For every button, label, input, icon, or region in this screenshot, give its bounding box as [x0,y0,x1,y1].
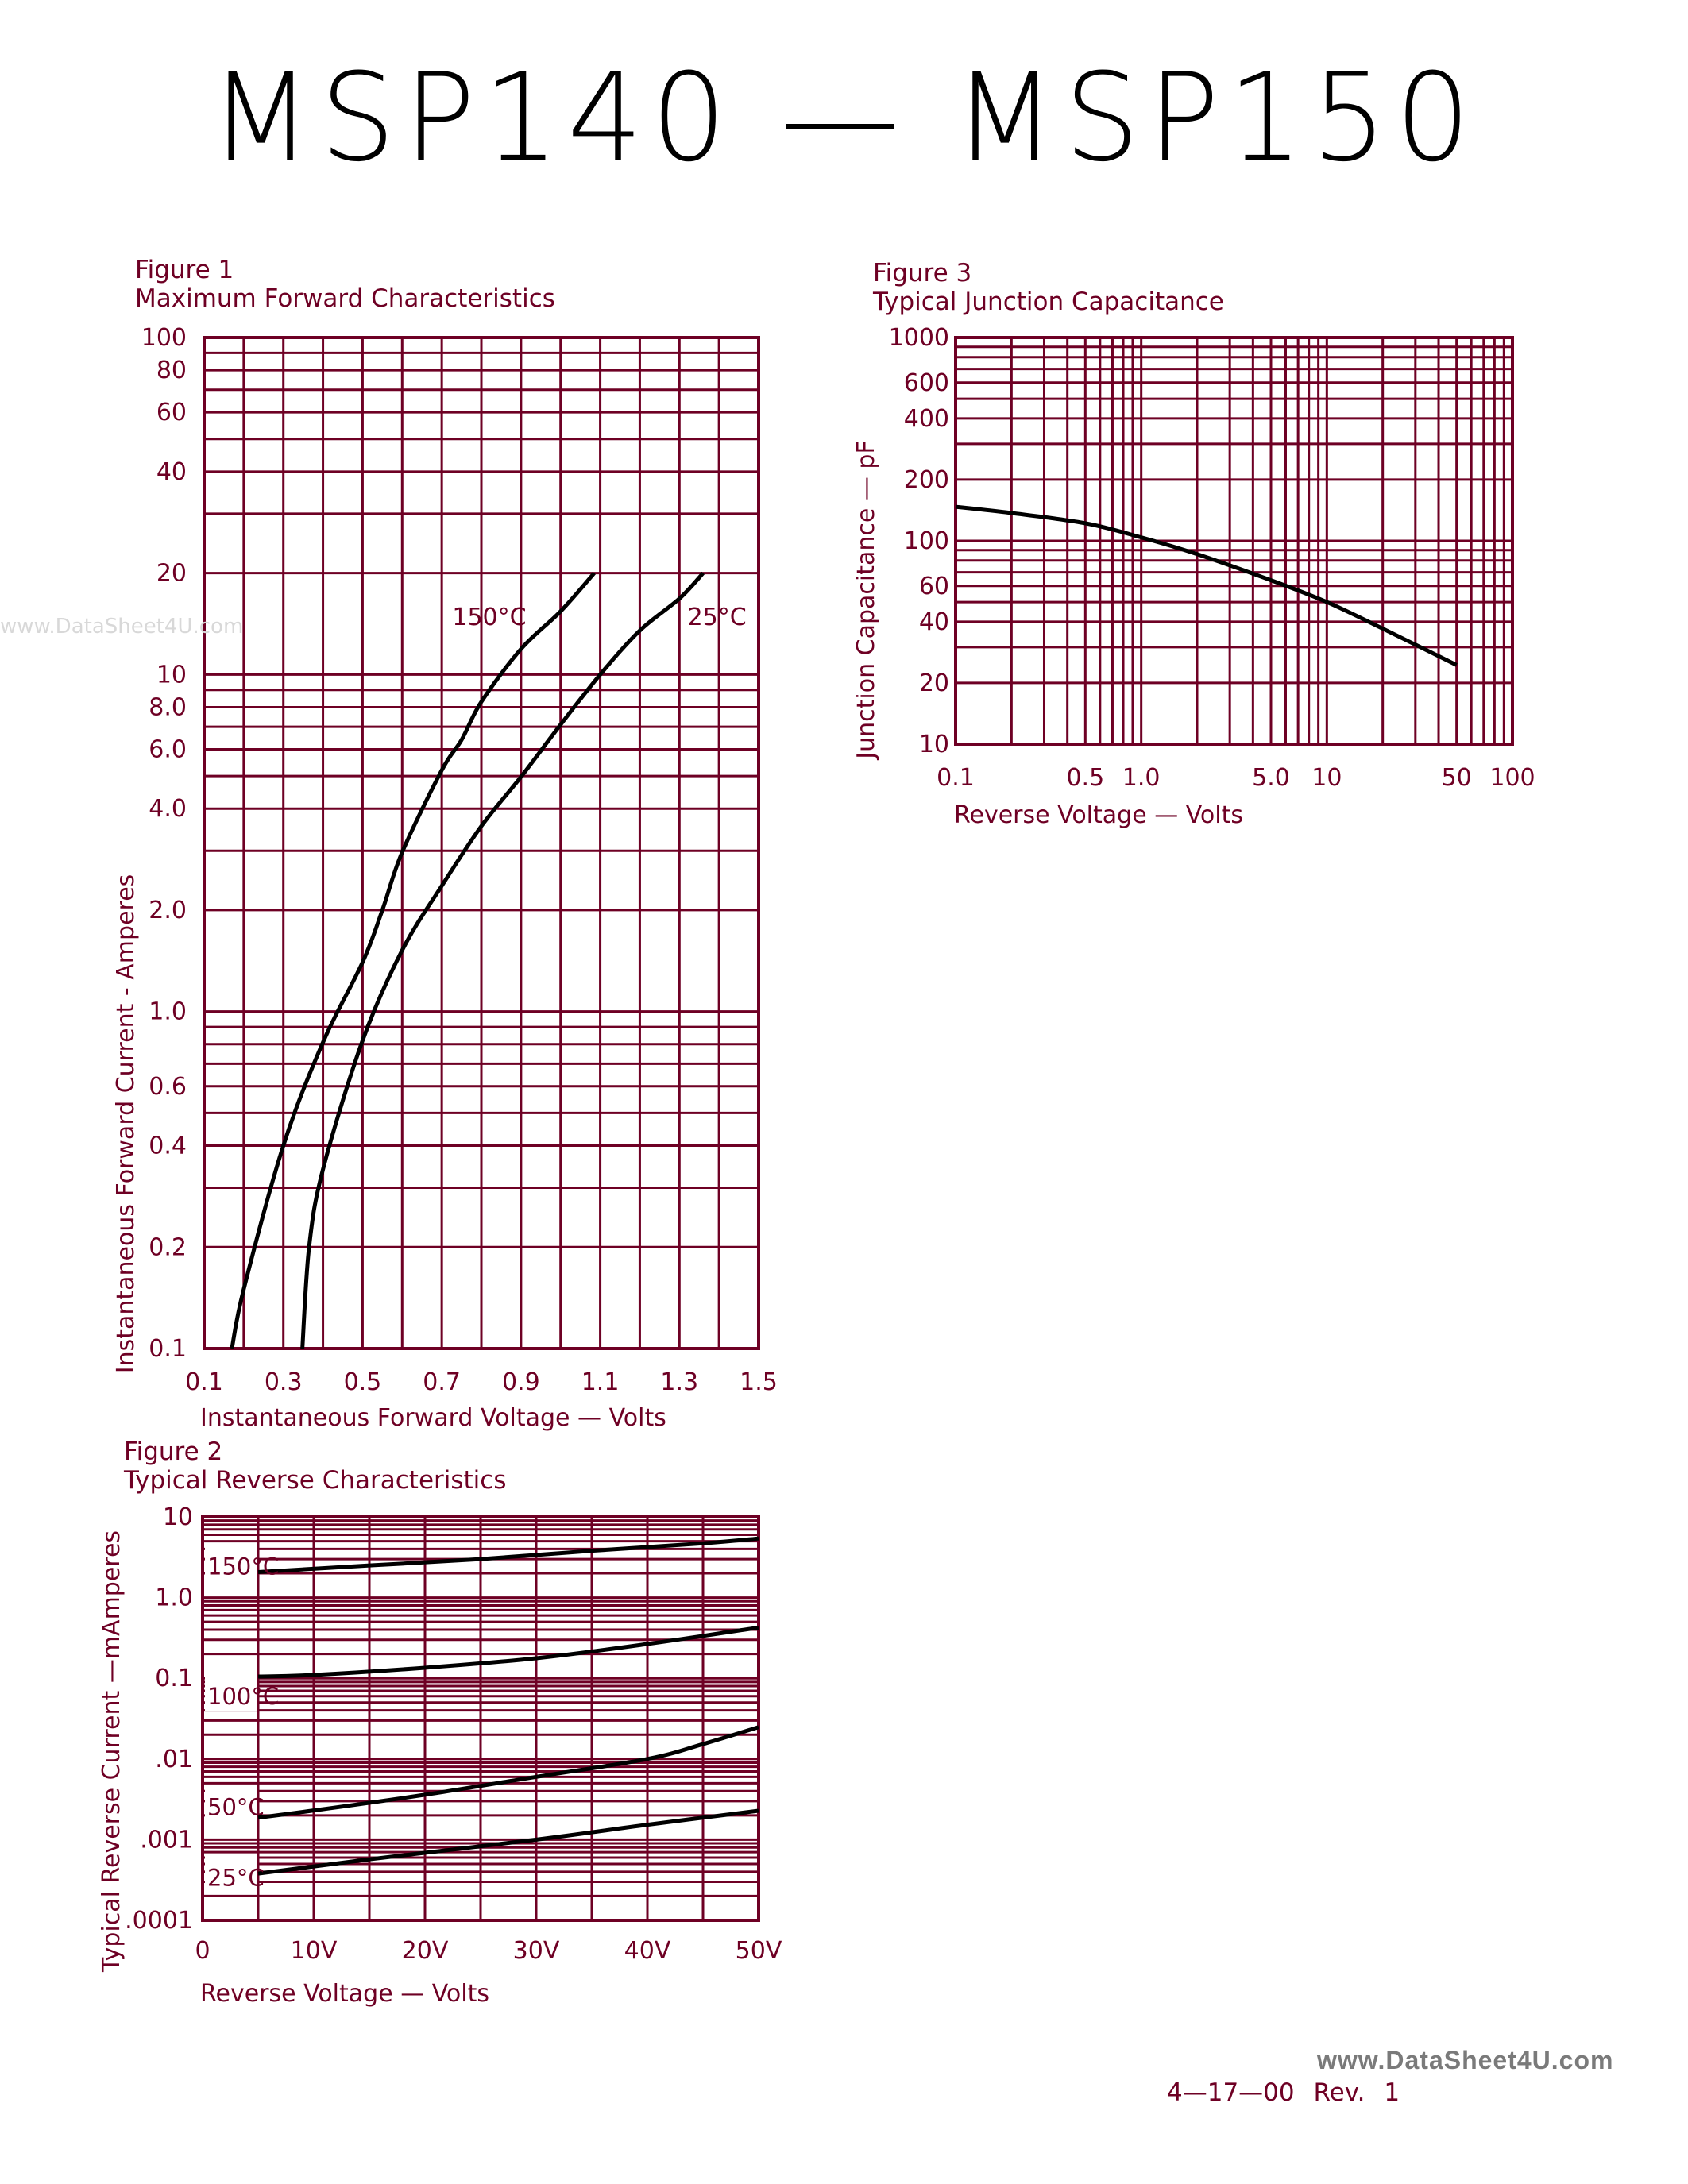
x-axis-label: Reverse Voltage — Volts [954,801,1243,829]
y-tick-label: 1000 [889,324,949,352]
figure-3-chart: 0.1 0.5 1.0 5.0 10 50 100 1000 600 400 200 100 60 40 2… [852,324,1535,829]
figure-1-label: Figure 1 [135,256,234,284]
y-tick-label: 0.2 [149,1233,187,1261]
figure-2-label: Figure 2 [124,1437,223,1466]
x-tick-label: 50 [1442,764,1472,792]
figure-2-chart: 0 10V 20V 30V 40V 50V 10 1.0 0.1 .01 .001 .0001 Reve… [98,1503,782,2008]
y-tick-label: 200 [904,466,949,494]
y-tick-label: 20 [156,560,187,588]
x-tick-label: 1.0 [1122,764,1161,792]
footer-date: 4—17—00 [1167,2078,1295,2107]
x-tick-label: 0.9 [502,1368,540,1396]
series-curve-25c [300,571,705,1349]
y-tick-label: 400 [904,405,949,433]
y-tick-label: 1.0 [155,1584,193,1612]
y-tick-label: 60 [919,573,949,600]
figure-2-heading: Figure 2 Typical Reverse Characteristics [124,1437,506,1495]
x-tick-label: 50V [736,1937,782,1965]
series-label-box [205,1785,257,1823]
footer-revision: 4—17—00 Rev. 1 [1167,2078,1400,2107]
series-label: 25°C [207,1864,265,1891]
y-tick-label: 10 [156,661,187,689]
y-axis-label: Instantaneous Forward Current - Amperes [112,874,140,1374]
y-tick-label: 2.0 [149,897,187,924]
y-tick-label: 10 [919,731,949,758]
y-tick-label: 1.0 [149,998,187,1026]
y-tick-label: 100 [141,324,187,352]
y-tick-label: 6.0 [149,735,187,763]
series-curve-150c [257,1536,759,1574]
figure-3-label: Figure 3 [873,259,972,287]
watermark-footer: www.DataSheet4U.com [1317,2046,1614,2074]
y-tick-label: .0001 [125,1907,193,1935]
figure-1-heading: Figure 1 Maximum Forward Characteristics [135,256,555,313]
y-tick-label: .01 [155,1746,193,1773]
series-label-box [205,1674,257,1711]
series-label: 50°C [207,1794,265,1821]
y-tick-label: 40 [919,608,949,636]
x-tick-label: 5.0 [1252,764,1290,792]
x-tick-label: 0.7 [423,1368,461,1396]
figure-3-heading: Figure 3 Typical Junction Capacitance [873,259,1224,316]
x-tick-label: 0.3 [265,1368,303,1396]
series-label: 25°C [688,604,747,631]
x-tick-label: 10V [291,1937,338,1965]
x-tick-label: 0 [195,1937,210,1965]
series-label-box [205,1545,257,1582]
figure-2-title: Typical Reverse Characteristics [124,1466,507,1495]
y-tick-label: 60 [156,399,187,426]
y-tick-label: 600 [904,369,949,397]
x-tick-label: 0.5 [1066,764,1104,792]
figure-1-title: Maximum Forward Characteristics [135,284,555,313]
y-tick-label: 10 [163,1503,193,1531]
x-tick-label: 0.1 [937,764,975,792]
y-tick-label: 20 [919,669,949,697]
series-label: 150°C [207,1553,279,1580]
series-curve-150c [230,571,596,1349]
y-tick-label: 0.6 [149,1073,187,1101]
series-curve [955,504,1458,667]
y-tick-label: .001 [140,1826,193,1854]
x-tick-label: 0.5 [344,1368,382,1396]
y-tick-label: 100 [904,527,949,555]
y-tick-label: 40 [156,458,187,486]
x-axis-label: Instantaneous Forward Voltage — Volts [200,1404,666,1432]
figure-1-chart: 0.1 0.3 0.5 0.7 0.9 1.1 1.3 1.5 100 80 60 40 20 10 8.0… [112,324,778,1432]
plot-frame [954,336,1514,746]
footer-rev: Rev. 1 [1313,2078,1400,2107]
series-label: 100°C [207,1683,279,1710]
series-curve-100c [257,1625,759,1679]
x-axis-label: Reverse Voltage — Volts [200,1980,489,2008]
series-curve-50c [257,1725,759,1820]
y-axis-label: Junction Capacitance — pF [852,440,880,760]
x-tick-label: 1.1 [581,1368,620,1396]
series-label-box [205,1856,257,1893]
plot-frame [201,1515,760,1922]
page-title: MSP140 — MSP150 [209,48,1479,189]
series-label: 150°C [452,604,526,631]
plot-frame [203,336,760,1350]
y-tick-label: 0.1 [149,1335,187,1363]
y-tick-label: 0.1 [155,1665,193,1692]
figure-3-title: Typical Junction Capacitance [873,287,1224,316]
series-curve-25c [257,1808,759,1876]
y-axis-label: Typical Reverse Current —mAmperes [98,1530,126,1973]
x-tick-label: 30V [513,1937,560,1965]
x-tick-label: 0.1 [185,1368,223,1396]
x-tick-label: 10 [1311,764,1342,792]
y-tick-label: 4.0 [149,795,187,823]
y-tick-label: 8.0 [149,693,187,721]
x-tick-label: 1.3 [660,1368,698,1396]
watermark-left: www.DataSheet4U.com [0,615,244,639]
x-tick-label: 1.5 [740,1368,778,1396]
x-tick-label: 100 [1489,764,1535,792]
y-tick-label: 80 [156,357,187,384]
x-tick-label: 40V [624,1937,671,1965]
x-tick-label: 20V [402,1937,449,1965]
y-tick-label: 0.4 [149,1133,187,1160]
